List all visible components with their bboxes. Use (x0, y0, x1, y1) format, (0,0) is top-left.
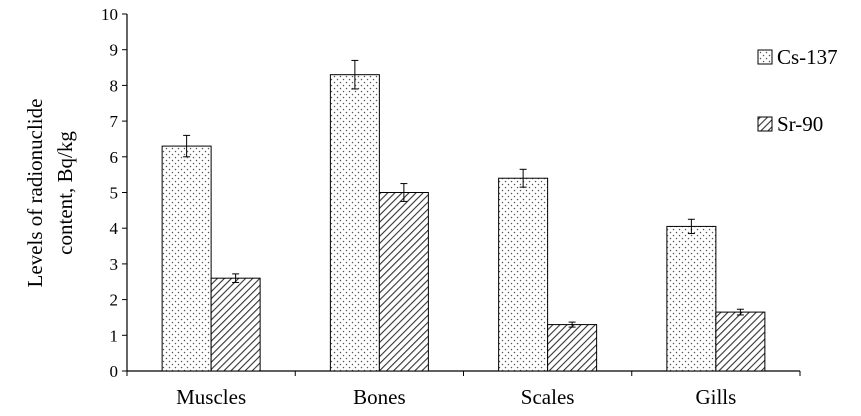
x-tick-label: Gills (695, 385, 736, 409)
y-tick-label: 8 (110, 76, 119, 95)
y-tick-label: 6 (110, 148, 119, 167)
y-tick-label: 1 (110, 326, 119, 345)
y-axis-label: Levels of radionuclide content, Bq/kg (23, 99, 77, 288)
bar-cs-137-bones (329, 74, 380, 372)
y-tick-label: 10 (101, 5, 118, 24)
y-tick-label: 3 (110, 255, 119, 274)
y-tick-label: 7 (110, 112, 119, 131)
legend-label: Cs-137 (777, 45, 838, 69)
bar-cs-137-muscles (161, 145, 212, 372)
x-tick-label: Bones (353, 385, 406, 409)
y-tick-label: 0 (110, 362, 119, 381)
legend-label: Sr-90 (777, 112, 823, 136)
bar-sr-90-bones (378, 192, 429, 372)
bar-cs-137-gills (666, 225, 717, 372)
legend-swatch (757, 49, 773, 65)
y-tick-label: 4 (110, 219, 119, 238)
y-tick-label: 5 (110, 184, 119, 203)
y-tick-label: 2 (110, 291, 119, 310)
legend-swatch (757, 116, 773, 132)
x-tick-label: Muscles (176, 385, 246, 409)
y-axis-ticks: 0 1 2 3 4 5 6 7 8 9 10 (101, 5, 127, 381)
y-tick-label: 9 (110, 41, 119, 60)
bar-cs-137-scales (498, 177, 549, 372)
x-tick-label: Scales (521, 385, 575, 409)
bar-sr-90-scales (547, 324, 598, 372)
bar-sr-90-gills (715, 311, 766, 372)
bars (161, 59, 766, 372)
x-axis-labels: Muscles Bones Scales Gills (126, 371, 801, 409)
y-axis-label-line-2: content, Bq/kg (53, 131, 77, 255)
y-axis-label-line-1: Levels of radionuclide (23, 99, 47, 288)
legend: Cs-137 Sr-90 (757, 45, 838, 136)
bar-sr-90-muscles (210, 277, 261, 372)
